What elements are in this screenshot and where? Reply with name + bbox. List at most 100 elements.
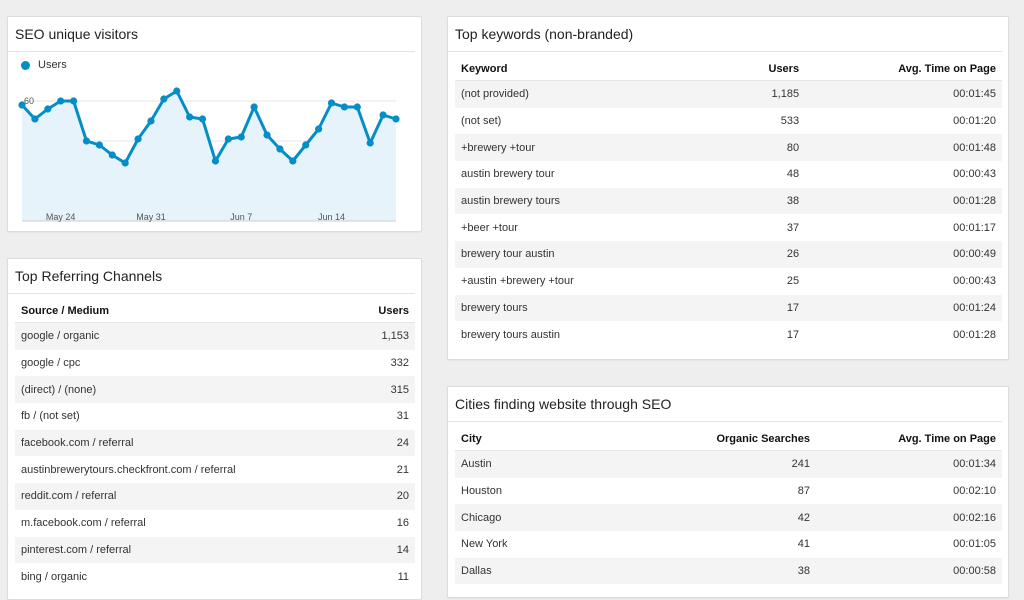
col-avg-time[interactable]: Avg. Time on Page	[805, 58, 1002, 81]
keyword-cell[interactable]: austin brewery tours	[455, 187, 729, 215]
data-point[interactable]	[289, 157, 297, 165]
users-cell: 1,153	[315, 322, 415, 350]
col-users[interactable]: Users	[315, 300, 415, 323]
data-point[interactable]	[237, 133, 245, 141]
table-row[interactable]: austinbrewerytours.checkfront.com / refe…	[15, 456, 415, 483]
data-point[interactable]	[44, 105, 52, 113]
organic-searches-cell: 241	[673, 450, 817, 478]
keyword-cell[interactable]: +beer +tour	[461, 221, 518, 234]
table-row[interactable]: austin brewery tours 38 00:01:28	[455, 187, 1002, 215]
data-point[interactable]	[121, 159, 129, 167]
data-point[interactable]	[82, 137, 91, 145]
data-point[interactable]	[263, 131, 271, 139]
users-cell: 14	[315, 536, 415, 564]
data-point[interactable]	[327, 99, 336, 107]
table-row[interactable]: +brewery +tour 80 00:01:48	[455, 134, 1002, 162]
table-row[interactable]: fb / (not set) 31	[15, 403, 415, 430]
table-row[interactable]: google / organic 1,153	[15, 322, 415, 350]
city-cell[interactable]: New York	[461, 538, 508, 551]
source-medium-cell[interactable]: pinterest.com / referral	[15, 536, 315, 564]
keyword-cell[interactable]: brewery tours	[455, 294, 729, 322]
data-point[interactable]	[147, 117, 155, 125]
table-row[interactable]: facebook.com / referral 24	[15, 429, 415, 457]
source-medium-cell[interactable]: bing / organic	[21, 570, 88, 583]
users-cell: 80	[728, 134, 806, 162]
keyword-cell[interactable]: brewery tours austin	[461, 328, 561, 341]
avg-time-cell: 00:00:43	[953, 275, 996, 288]
col-users[interactable]: Users	[728, 58, 806, 81]
organic-searches-cell: 42	[673, 504, 817, 532]
table-row[interactable]: austin brewery tour 48 00:00:43	[455, 161, 1002, 188]
table-row[interactable]: (direct) / (none) 315	[15, 376, 415, 404]
col-city[interactable]: City	[455, 428, 674, 451]
table-row[interactable]: m.facebook.com / referral 16	[15, 510, 415, 537]
data-point[interactable]	[340, 103, 349, 111]
source-medium-cell[interactable]: reddit.com / referral	[15, 483, 315, 510]
source-medium-cell[interactable]: facebook.com / referral	[15, 429, 315, 457]
city-cell[interactable]: Dallas	[455, 557, 674, 585]
data-point[interactable]	[276, 145, 284, 153]
table-row[interactable]: Dallas 38 00:00:58	[455, 557, 1002, 585]
source-medium-cell[interactable]: m.facebook.com / referral	[21, 517, 146, 530]
city-cell[interactable]: Houston	[461, 485, 502, 498]
data-point[interactable]	[31, 115, 39, 123]
col-source-medium[interactable]: Source / Medium	[15, 300, 315, 323]
avg-time-cell: 00:02:10	[953, 485, 996, 498]
table-row[interactable]: Houston 87 00:02:10	[455, 478, 1002, 505]
data-point[interactable]	[353, 103, 361, 111]
table-row[interactable]: brewery tours austin 17 00:01:28	[455, 321, 1002, 348]
source-medium-cell[interactable]: (direct) / (none)	[15, 376, 315, 404]
organic-searches-cell: 41	[797, 538, 811, 551]
table-row[interactable]: reddit.com / referral 20	[15, 483, 415, 510]
data-point[interactable]	[95, 141, 103, 149]
keyword-cell[interactable]: (not set)	[461, 115, 502, 128]
table-row[interactable]: brewery tours 17 00:01:24	[455, 294, 1002, 322]
table-row[interactable]: (not set) 533 00:01:20	[455, 108, 1002, 135]
data-point[interactable]	[173, 87, 181, 95]
city-cell[interactable]: Chicago	[455, 504, 674, 532]
keyword-cell[interactable]: (not provided)	[455, 80, 729, 108]
keyword-cell[interactable]: brewery tour austin	[455, 241, 729, 268]
keyword-cell[interactable]: +brewery +tour	[455, 134, 729, 162]
data-point[interactable]	[392, 115, 400, 123]
table-row[interactable]: bing / organic 11	[15, 563, 415, 590]
table-row[interactable]: google / cpc 332	[15, 350, 415, 377]
data-point[interactable]	[57, 97, 65, 105]
table-row[interactable]: +austin +brewery +tour 25 00:00:43	[455, 268, 1002, 295]
data-point[interactable]	[160, 95, 168, 103]
keyword-cell[interactable]: austin brewery tour	[461, 168, 555, 181]
source-medium-cell[interactable]: google / organic	[15, 322, 315, 350]
table-row[interactable]: Chicago 42 00:02:16	[455, 504, 1002, 532]
data-point[interactable]	[198, 115, 207, 123]
source-medium-cell[interactable]: fb / (not set)	[21, 410, 80, 423]
data-point[interactable]	[302, 141, 310, 149]
x-tick-label: May 24	[46, 212, 76, 222]
data-point[interactable]	[134, 135, 142, 143]
data-point[interactable]	[69, 97, 78, 105]
data-point[interactable]	[250, 103, 258, 111]
table-row[interactable]: New York 41 00:01:05	[455, 531, 1002, 558]
table-row[interactable]: (not provided) 1,185 00:01:45	[455, 80, 1002, 108]
col-organic-searches[interactable]: Organic Searches	[673, 428, 817, 451]
keyword-cell[interactable]: +austin +brewery +tour	[461, 275, 574, 288]
table-row[interactable]: Austin 241 00:01:34	[455, 450, 1002, 478]
source-medium-cell[interactable]: google / cpc	[21, 357, 81, 370]
table-row[interactable]: brewery tour austin 26 00:00:49	[455, 241, 1002, 268]
data-point[interactable]	[108, 151, 116, 159]
chart-legend[interactable]: Users	[15, 59, 67, 71]
table-row[interactable]: +beer +tour 37 00:01:17	[455, 214, 1002, 241]
col-keyword[interactable]: Keyword	[455, 58, 729, 81]
col-avg-time[interactable]: Avg. Time on Page	[816, 428, 1002, 451]
data-point[interactable]	[379, 111, 387, 119]
data-point[interactable]	[315, 125, 323, 133]
data-point[interactable]	[224, 135, 232, 143]
city-cell[interactable]: Austin	[455, 450, 674, 478]
organic-searches-cell: 38	[673, 557, 817, 585]
source-medium-cell[interactable]: austinbrewerytours.checkfront.com / refe…	[21, 463, 236, 476]
data-point[interactable]	[211, 157, 220, 165]
data-point[interactable]	[18, 101, 26, 109]
data-point[interactable]	[186, 113, 194, 121]
data-point[interactable]	[366, 139, 374, 147]
table-row[interactable]: pinterest.com / referral 14	[15, 536, 415, 564]
